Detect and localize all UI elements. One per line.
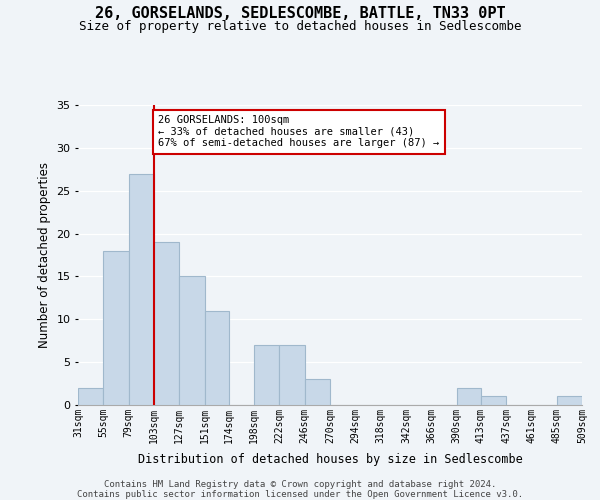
Y-axis label: Number of detached properties: Number of detached properties: [38, 162, 50, 348]
Bar: [205, 310, 229, 405]
Bar: [280, 345, 305, 405]
Bar: [457, 388, 481, 405]
Bar: [103, 250, 128, 405]
Bar: [254, 345, 280, 405]
Bar: [128, 174, 154, 405]
Bar: [481, 396, 506, 405]
Text: Contains HM Land Registry data © Crown copyright and database right 2024.: Contains HM Land Registry data © Crown c…: [104, 480, 496, 489]
Text: Contains public sector information licensed under the Open Government Licence v3: Contains public sector information licen…: [77, 490, 523, 499]
Text: Size of property relative to detached houses in Sedlescombe: Size of property relative to detached ho…: [79, 20, 521, 33]
Bar: [154, 242, 179, 405]
Bar: [179, 276, 205, 405]
Bar: [305, 380, 330, 405]
Bar: [78, 388, 103, 405]
Bar: [557, 396, 582, 405]
Text: 26 GORSELANDS: 100sqm
← 33% of detached houses are smaller (43)
67% of semi-deta: 26 GORSELANDS: 100sqm ← 33% of detached …: [158, 116, 439, 148]
Text: Distribution of detached houses by size in Sedlescombe: Distribution of detached houses by size …: [137, 452, 523, 466]
Text: 26, GORSELANDS, SEDLESCOMBE, BATTLE, TN33 0PT: 26, GORSELANDS, SEDLESCOMBE, BATTLE, TN3…: [95, 6, 505, 21]
